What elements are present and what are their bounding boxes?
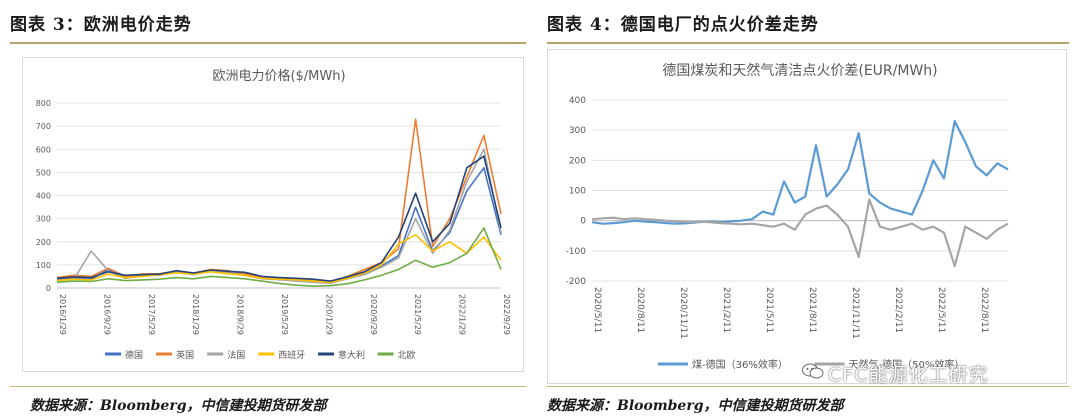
series-line	[56, 148, 502, 285]
watermark-text: CFC能源化工研究	[828, 364, 989, 386]
y-tick-label: -100	[566, 247, 587, 257]
y-tick-label: 300	[36, 215, 51, 224]
y-tick-label: 300	[569, 126, 586, 136]
legend-label: 法国	[227, 349, 245, 361]
y-tick-label: 100	[36, 261, 51, 270]
right-panel-heading: 图表 4：德国电厂的点火价差走势	[547, 15, 819, 35]
x-tick-label: 2016/9/29	[102, 294, 111, 335]
chart-title: 德国煤炭和天然气清洁点火价差(EUR/MWh)	[662, 62, 937, 79]
left-bottom-rule	[10, 386, 526, 387]
y-tick-label: 200	[569, 156, 586, 166]
x-tick-label: 2021/8/11	[807, 287, 817, 333]
x-tick-label: 2022/1/29	[458, 294, 467, 335]
legend-label: 英国	[176, 349, 194, 361]
y-tick-label: 400	[569, 96, 586, 106]
series-line	[591, 119, 1009, 225]
left-chart-frame: 欧洲电力价格($/MWh) 0 100 200 300 400 500 600 700 800 20…	[22, 57, 524, 372]
legend-label: 德国	[125, 349, 143, 361]
spark-spread-chart: 德国煤炭和天然气清洁点火价差(EUR/MWh) -200 -100 0 100 200 30…	[566, 62, 1009, 371]
series-line	[56, 118, 502, 283]
x-tick-label: 2020/8/11	[635, 287, 645, 333]
x-tick-label: 2021/11/11	[850, 287, 860, 339]
y-tick-label: -200	[566, 277, 587, 287]
series-line	[56, 155, 502, 282]
electricity-price-chart: 欧洲电力价格($/MWh) 0 100 200 300 400 500 600 700 800 20…	[36, 68, 511, 361]
legend-label: 西班牙	[278, 349, 305, 361]
x-tick-label: 2021/5/29	[413, 294, 422, 335]
legend-label: 天然气-德国（50%效率）	[849, 358, 965, 371]
y-tick-label: 0	[46, 284, 51, 293]
series-line	[56, 227, 502, 287]
right-source-note: 数据来源：Bloomberg，中信建投期货研发部	[547, 398, 844, 414]
x-tick-label: 2021/5/11	[764, 287, 774, 333]
x-tick-label: 2022/8/11	[979, 287, 989, 333]
y-tick-label: 500	[36, 168, 51, 177]
x-tick-label: 2022/5/11	[936, 287, 946, 333]
x-tick-label: 2017/5/29	[147, 294, 156, 335]
y-tick-label: 400	[36, 192, 51, 201]
x-tick-label: 2021/2/11	[721, 287, 731, 333]
right-bottom-rule	[547, 386, 1069, 387]
legend-label: 意大利	[338, 349, 365, 361]
x-tick-label: 2020/9/29	[369, 294, 378, 335]
y-tick-label: 600	[36, 145, 51, 154]
y-tick-label: 100	[569, 187, 586, 197]
x-tick-label: 2022/9/29	[502, 294, 511, 335]
y-tick-label: 0	[580, 217, 586, 227]
left-source-note: 数据来源：Bloomberg，中信建投期货研发部	[30, 398, 327, 414]
legend-label: 北欧	[398, 349, 416, 361]
y-tick-label: 700	[36, 122, 51, 131]
x-tick-label: 2022/2/11	[893, 287, 903, 333]
x-tick-label: 2020/11/11	[678, 287, 688, 339]
y-tick-label: 200	[36, 238, 51, 247]
left-heading-rule	[10, 42, 526, 44]
x-tick-label: 2016/1/29	[58, 294, 67, 335]
left-panel-heading: 图表 3：欧洲电价走势	[10, 15, 192, 35]
series-line	[591, 198, 1009, 267]
legend-label: 煤-德国（36%效率）	[692, 358, 788, 371]
x-tick-label: 2019/5/29	[280, 294, 289, 335]
series-line	[56, 234, 502, 284]
x-tick-label: 2018/1/29	[191, 294, 200, 335]
y-tick-label: 800	[36, 99, 51, 108]
wechat-icon	[802, 363, 824, 379]
right-heading-rule	[547, 42, 1069, 44]
x-tick-label: 2018/9/29	[236, 294, 245, 335]
x-tick-label: 2020/1/29	[324, 294, 333, 335]
x-tick-label: 2020/5/11	[592, 287, 602, 333]
right-chart-frame: 德国煤炭和天然气清洁点火价差(EUR/MWh) -200 -100 0 100 200 30…	[547, 49, 1067, 384]
chart-title: 欧洲电力价格($/MWh)	[212, 68, 345, 84]
